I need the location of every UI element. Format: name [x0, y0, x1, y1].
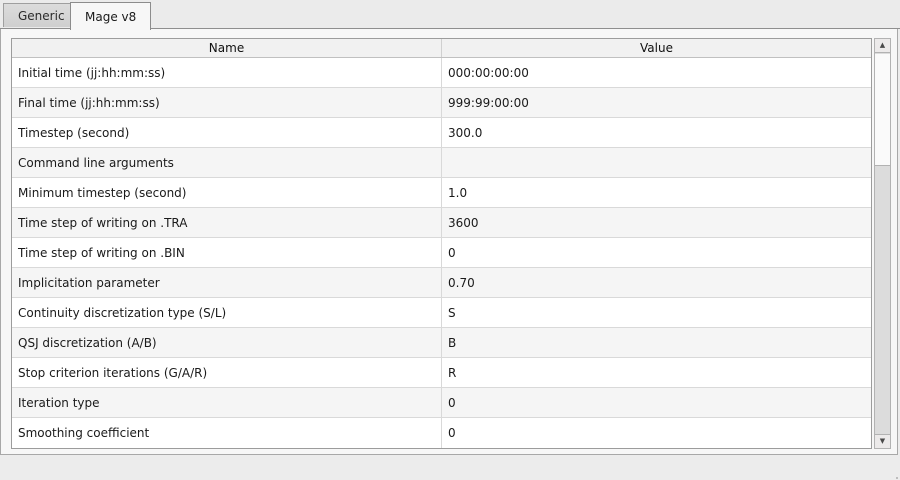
param-value-cell[interactable]: 0.70: [448, 275, 475, 290]
vertical-scrollbar[interactable]: ▲ ▼: [874, 38, 891, 449]
param-value-cell[interactable]: 300.0: [448, 125, 483, 140]
table-row[interactable]: Initial time (jj:hh:mm:ss) 000:00:00:00: [12, 58, 871, 88]
column-header-name[interactable]: Name: [12, 39, 442, 57]
tab-mage-v8[interactable]: Mage v8: [70, 2, 152, 30]
table-row[interactable]: Continuity discretization type (S/L) S: [12, 298, 871, 328]
param-name-cell: Continuity discretization type (S/L): [12, 298, 442, 327]
param-name-cell: Minimum timestep (second): [12, 178, 442, 207]
param-value-cell[interactable]: B: [448, 335, 457, 350]
param-value-cell[interactable]: 1.0: [448, 185, 468, 200]
param-value-cell[interactable]: [442, 148, 871, 177]
table-row[interactable]: Command line arguments: [12, 148, 871, 178]
table-row[interactable]: QSJ discretization (A/B) B: [12, 328, 871, 358]
scroll-down-button[interactable]: ▼: [875, 434, 890, 448]
param-value-cell[interactable]: 3600: [448, 215, 479, 230]
parameters-table: Name Value Initial time (jj:hh:mm:ss) 000…: [11, 38, 872, 449]
param-value-cell[interactable]: 0: [448, 245, 456, 260]
status-bar: [0, 455, 900, 480]
table-row[interactable]: Time step of writing on .BIN 0: [12, 238, 871, 268]
param-name-cell: Command line arguments: [12, 148, 442, 177]
table-row[interactable]: Iteration type 0: [12, 388, 871, 418]
param-name-cell: Iteration type: [12, 388, 442, 417]
tab-generic[interactable]: Generic: [3, 3, 80, 27]
table-row[interactable]: Implicitation parameter 0.70: [12, 268, 871, 298]
param-value-cell[interactable]: R: [448, 365, 457, 380]
param-value-cell[interactable]: 0: [448, 395, 456, 410]
tab-mage-v8-label: Mage v8: [85, 9, 137, 24]
param-name-cell: Timestep (second): [12, 118, 442, 147]
table-row[interactable]: Final time (jj:hh:mm:ss) 999:99:00:00: [12, 88, 871, 118]
table-row[interactable]: Smoothing coefficient 0: [12, 418, 871, 448]
table-row[interactable]: Stop criterion iterations (G/A/R) R: [12, 358, 871, 388]
param-value-cell[interactable]: 0: [448, 426, 456, 440]
param-name-cell: Final time (jj:hh:mm:ss): [12, 88, 442, 117]
param-value-cell[interactable]: S: [448, 305, 456, 320]
table-header-row: Name Value: [12, 39, 871, 58]
column-header-value[interactable]: Value: [640, 41, 673, 55]
scroll-down-icon: ▼: [879, 437, 886, 445]
param-value-cell[interactable]: 999:99:00:00: [448, 95, 529, 110]
scroll-up-button[interactable]: ▲: [875, 39, 890, 53]
param-name-cell: Stop criterion iterations (G/A/R): [12, 358, 442, 387]
tab-bar: Generic Mage v8: [0, 0, 900, 30]
table-row[interactable]: Timestep (second) 300.0: [12, 118, 871, 148]
param-name-cell: Smoothing coefficient: [12, 418, 442, 448]
scrollbar-thumb[interactable]: [875, 54, 890, 166]
scroll-up-icon: ▲: [879, 41, 886, 49]
table-row[interactable]: Time step of writing on .TRA 3600: [12, 208, 871, 238]
param-name-cell: Initial time (jj:hh:mm:ss): [12, 58, 442, 87]
param-value-cell[interactable]: 000:00:00:00: [448, 65, 529, 80]
table-row[interactable]: Minimum timestep (second) 1.0: [12, 178, 871, 208]
param-name-cell: Time step of writing on .TRA: [12, 208, 442, 237]
param-name-cell: QSJ discretization (A/B): [12, 328, 442, 357]
resize-grip-icon[interactable]: [891, 472, 893, 474]
param-name-cell: Implicitation parameter: [12, 268, 442, 297]
table-body: Initial time (jj:hh:mm:ss) 000:00:00:00 Fi…: [12, 58, 871, 448]
tab-generic-label: Generic: [18, 8, 65, 23]
param-name-cell: Time step of writing on .BIN: [12, 238, 442, 267]
